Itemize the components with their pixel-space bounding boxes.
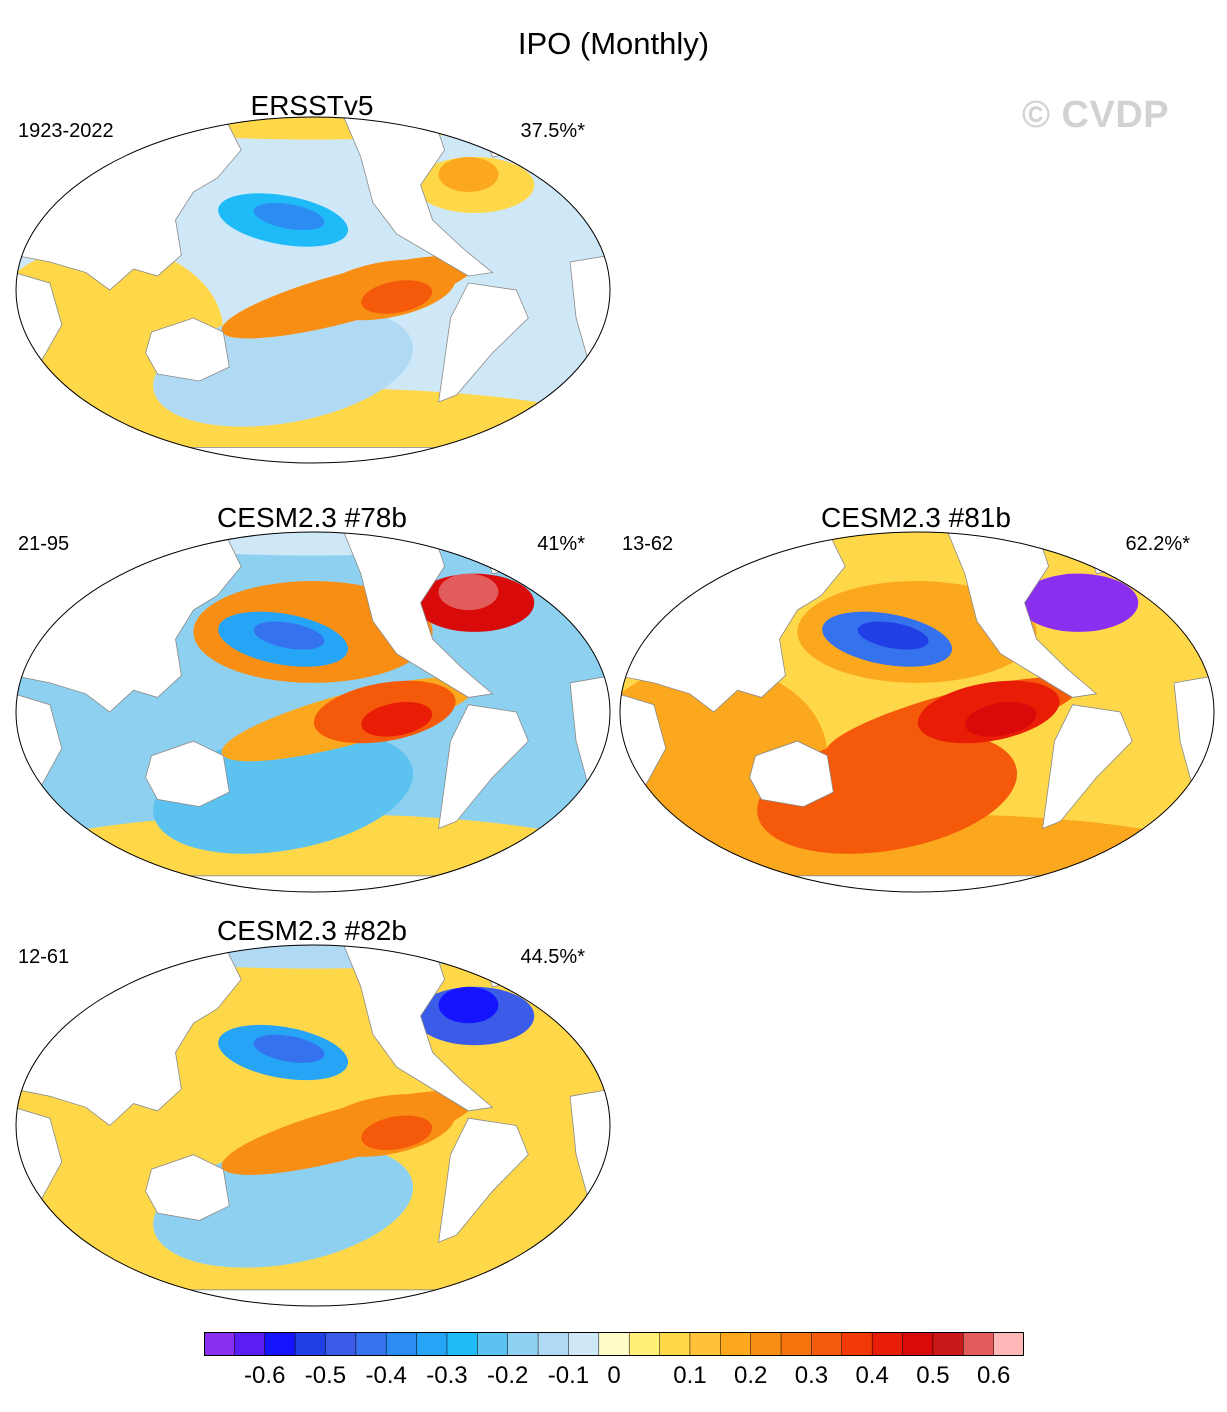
map-border <box>15 531 611 893</box>
colorbar-tick-label: -0.2 <box>487 1362 529 1389</box>
colorbar-swatch <box>720 1332 752 1356</box>
colorbar-tick-label: 0.3 <box>794 1362 829 1389</box>
north-america-landmass <box>342 532 494 698</box>
colorbar-swatch <box>385 1332 418 1356</box>
colorbar-swatch <box>598 1332 630 1356</box>
north-america-landmass <box>342 117 494 277</box>
map-ersstv5 <box>15 116 611 464</box>
eastern-pacific-core-field <box>361 1115 433 1151</box>
colorbar-swatch <box>355 1332 387 1356</box>
panel-period-cesm-78b: 21-95 <box>18 533 70 555</box>
colorbar-tick-label: 0.5 <box>916 1362 950 1389</box>
map-cesm-81b <box>619 531 1215 893</box>
antarctica-landmass <box>620 875 1214 892</box>
panel-pct-cesm-78b: 41%* <box>537 533 585 555</box>
colorbar-swatch <box>871 1332 904 1356</box>
australia-landmass <box>145 317 230 382</box>
colorbar-swatch <box>204 1332 235 1356</box>
colorbar-swatch <box>841 1332 873 1356</box>
kuroshio-core-field <box>253 202 325 231</box>
colorbar-swatch <box>234 1332 266 1356</box>
colorbar-swatch <box>659 1332 691 1356</box>
colorbar-frame <box>204 1332 1024 1356</box>
colorbar-tick-label: 0.6 <box>976 1362 1011 1389</box>
north-america-landmass <box>342 945 494 1112</box>
panel-title-ersstv5: ERSSTv5 <box>250 90 374 121</box>
colorbar-tick-label: 0.4 <box>855 1362 889 1389</box>
colorbar-swatch <box>537 1332 569 1356</box>
colorbar-swatch <box>416 1332 448 1356</box>
labrador-core-field <box>438 573 499 611</box>
antarctica-landmass <box>16 875 610 892</box>
colorbar-swatch <box>780 1332 812 1356</box>
kuroshio-core-field <box>857 621 929 650</box>
panel-pct-cesm-82b: 44.5%* <box>520 946 586 968</box>
figure-title: IPO (Monthly) <box>517 26 710 61</box>
colorbar-tick-label: -0.4 <box>365 1362 407 1389</box>
colorbar-swatch <box>750 1332 782 1356</box>
colorbar-swatch <box>993 1332 1024 1356</box>
panel-period-cesm-81b: 13-62 <box>622 533 674 555</box>
colorbar-swatch <box>902 1332 934 1356</box>
south-america-landmass <box>438 282 529 403</box>
map-border <box>619 531 1215 893</box>
labrador-core-field <box>438 157 499 192</box>
panel-period-cesm-82b: 12-61 <box>18 946 70 968</box>
panel-period-ersstv5: 1923-2022 <box>18 120 114 142</box>
kuroshio-core-field <box>253 1034 325 1063</box>
colorbar-tick-label: 0.1 <box>673 1362 707 1389</box>
colorbar-swatch <box>446 1332 478 1356</box>
colorbar-swatch <box>932 1332 964 1356</box>
labrador-core-field <box>1042 573 1103 611</box>
map-cesm-78b <box>15 531 611 893</box>
colorbar-swatch <box>325 1332 357 1356</box>
colorbar-tick-label: -0.1 <box>547 1362 590 1389</box>
panel-title-cesm-82b: CESM2.3 #82b <box>217 915 407 946</box>
colorbar-swatch <box>477 1332 509 1356</box>
panel-pct-ersstv5: 37.5%* <box>520 120 586 142</box>
colorbar-swatch <box>963 1332 995 1356</box>
colorbar-swatch <box>689 1332 721 1356</box>
south-america-landmass <box>1042 704 1133 830</box>
colorbar-labels: -0.6 -0.5 -0.4 -0.3 -0.2 -0.1 0 0.1 0.2 0.3 0.4 0.5… <box>0 1362 1227 1392</box>
australia-landmass <box>749 740 834 808</box>
colorbar-swatch <box>264 1332 296 1356</box>
kuroshio-core-field <box>253 621 325 650</box>
map-cesm-82b <box>15 944 611 1307</box>
south-america-landmass <box>438 704 529 830</box>
colorbar-tick-label: 0 <box>607 1362 621 1389</box>
colorbar-swatch <box>507 1332 539 1356</box>
colorbar-tick-label: -0.3 <box>426 1362 468 1389</box>
panel-title-cesm-78b: CESM2.3 #78b <box>217 502 407 533</box>
antarctica-landmass <box>16 1289 610 1306</box>
colorbar-swatch <box>568 1332 600 1356</box>
labrador-core-field <box>438 986 499 1024</box>
australia-landmass <box>145 740 230 808</box>
map-border <box>15 116 611 464</box>
colorbar-swatch <box>811 1332 843 1356</box>
colorbar-tick-label: 0.2 <box>733 1362 768 1389</box>
eastern-pacific-core-field <box>965 701 1037 737</box>
eastern-pacific-core-field <box>361 701 433 737</box>
colorbar-tick-label: -0.6 <box>244 1362 286 1389</box>
watermark-logo: © CVDP <box>1022 94 1170 136</box>
colorbar <box>204 1332 1024 1356</box>
colorbar-swatch <box>628 1332 661 1356</box>
colorbar-swatch <box>294 1332 327 1356</box>
north-america-landmass <box>946 532 1098 698</box>
australia-landmass <box>145 1154 230 1221</box>
map-border <box>15 944 611 1307</box>
colorbar-tick-label: -0.5 <box>304 1362 347 1389</box>
eastern-pacific-core-field <box>361 280 433 314</box>
south-america-landmass <box>438 1117 529 1243</box>
antarctica-landmass <box>16 447 610 463</box>
panel-pct-cesm-81b: 62.2%* <box>1125 533 1191 555</box>
panel-title-cesm-81b: CESM2.3 #81b <box>821 502 1011 533</box>
